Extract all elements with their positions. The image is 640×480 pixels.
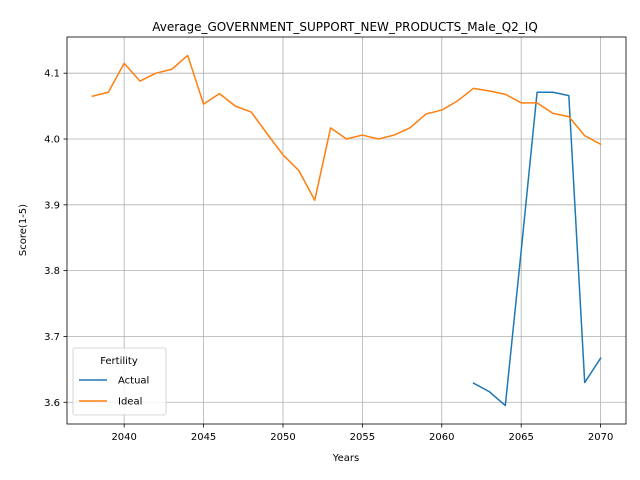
y-tick-label: 4.1 [44, 69, 60, 80]
plot-frame [66, 36, 627, 425]
x-axis-label: Years [332, 453, 359, 464]
x-tick-label: 2040 [111, 432, 136, 443]
y-tick-label: 3.8 [44, 266, 60, 277]
x-tick-label: 2070 [588, 432, 613, 443]
x-tick-label: 2050 [270, 432, 295, 443]
legend-title: Fertility [100, 356, 138, 367]
chart-title: Average_GOVERNMENT_SUPPORT_NEW_PRODUCTS_… [152, 20, 538, 34]
legend-box [72, 347, 167, 416]
axis-ticks: 2040 2045 2050 2055 2060 2065 2070 3.6 3.7 3.8 3.9… [44, 69, 613, 443]
series-line-actual [472, 91, 602, 407]
x-tick-label: 2045 [191, 432, 216, 443]
legend-entries: Actual Ideal [79, 376, 149, 408]
x-tick-label: 2055 [350, 432, 375, 443]
y-axis-label: Score(1-5) [18, 204, 29, 256]
y-tick-label: 3.7 [44, 332, 60, 343]
series-lines [91, 54, 602, 407]
y-tick-label: 3.9 [44, 200, 60, 211]
legend-label-actual: Actual [118, 376, 149, 387]
y-tick-label: 3.6 [44, 398, 60, 409]
legend-label-ideal: Ideal [118, 397, 142, 408]
legend: Fertility Actual Ideal [72, 347, 167, 416]
x-tick-label: 2060 [429, 432, 454, 443]
x-tick-label: 2065 [508, 432, 533, 443]
series-line-ideal [91, 54, 602, 201]
y-tick-label: 4.0 [44, 135, 60, 146]
